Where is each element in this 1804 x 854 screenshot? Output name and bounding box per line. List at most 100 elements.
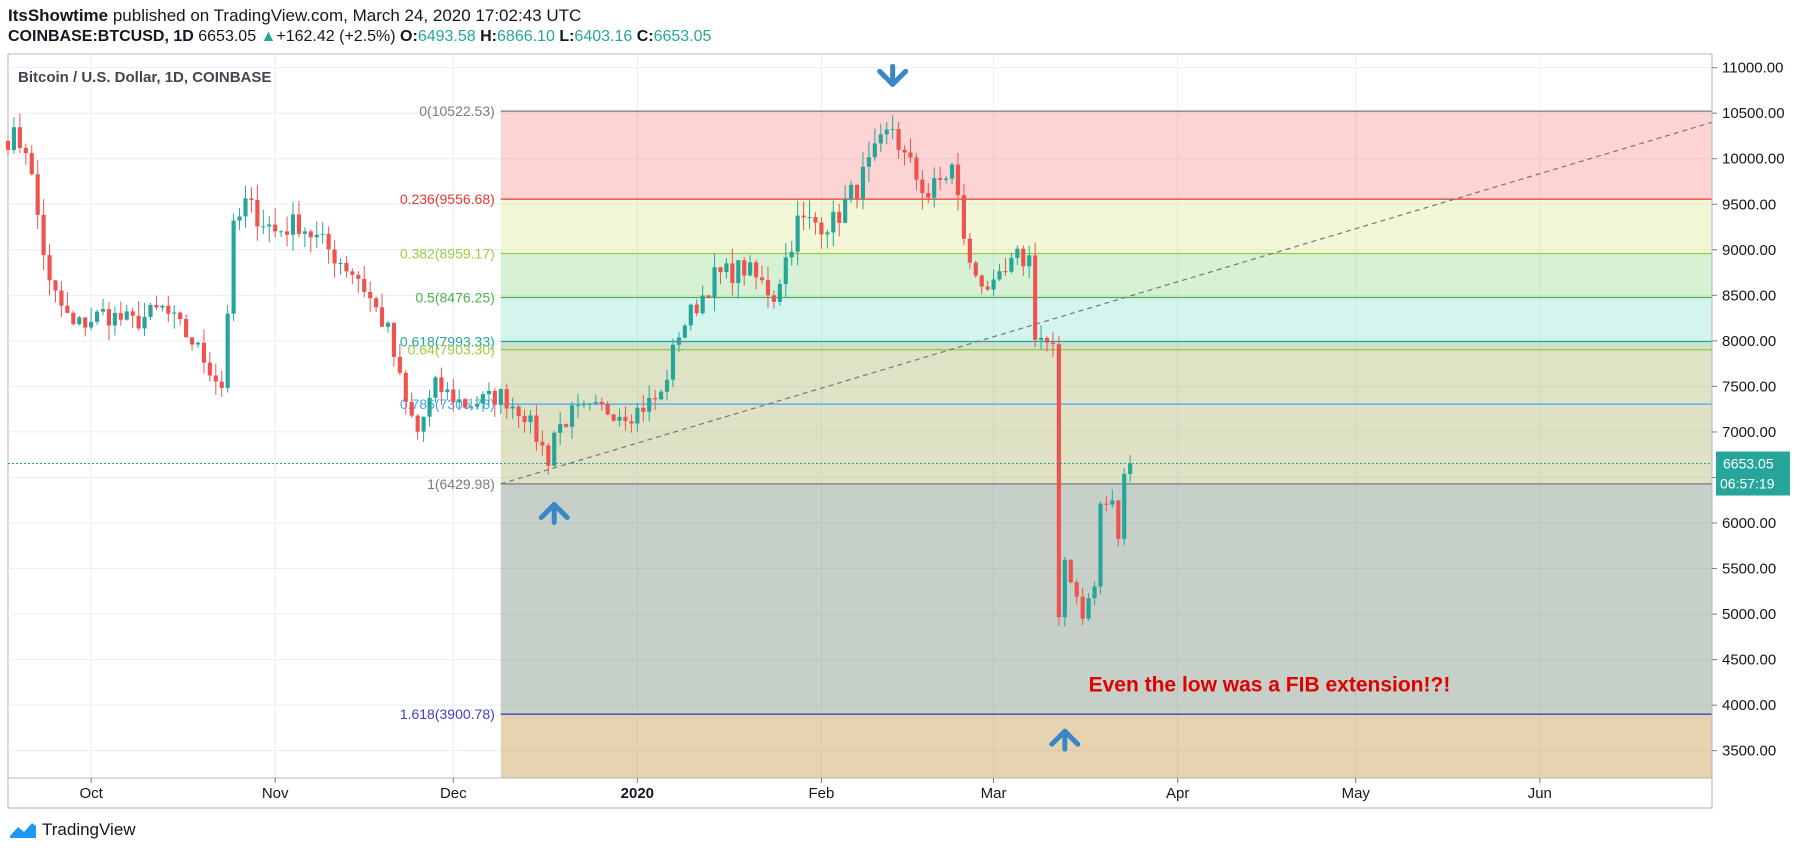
- candle: [189, 337, 195, 351]
- candle: [213, 363, 218, 395]
- candle: [1050, 331, 1056, 358]
- candle: [474, 396, 480, 410]
- candle: [219, 370, 224, 397]
- candle: [884, 122, 889, 145]
- trend-line[interactable]: [500, 121, 1713, 485]
- candle: [872, 128, 877, 161]
- candle: [1104, 496, 1109, 512]
- candle: [914, 152, 919, 191]
- candle: [961, 183, 966, 246]
- candle: [492, 387, 497, 417]
- fib-level-label: 0.382(8959.17): [400, 246, 495, 262]
- candle: [480, 391, 486, 413]
- candle: [831, 200, 836, 247]
- candle: [795, 200, 800, 266]
- candle: [1092, 581, 1097, 606]
- candle: [890, 115, 895, 140]
- candle: [290, 201, 296, 251]
- candle: [528, 409, 533, 434]
- candle: [938, 166, 943, 191]
- candle: [427, 389, 432, 427]
- candle: [59, 281, 64, 317]
- fib-zone: [500, 253, 1712, 298]
- y-tick-label: 9000.00: [1722, 242, 1776, 259]
- fib-retracement[interactable]: 0(10522.53) 0.236(9556.68) 0.382(8959.17) 0…: [400, 103, 1712, 778]
- time-axis[interactable]: Oct Nov Dec 2020 Feb Mar Apr May Jun: [79, 778, 1552, 802]
- candle: [510, 397, 515, 420]
- open-label: O:: [400, 28, 418, 45]
- candle: [267, 216, 272, 243]
- tradingview-logo[interactable]: TradingView: [8, 820, 136, 840]
- tradingview-cloud-icon: [10, 823, 36, 838]
- candle: [659, 389, 664, 401]
- candle: [350, 268, 355, 285]
- candle: [694, 299, 699, 317]
- fib-zone: [500, 297, 1712, 342]
- candle: [552, 430, 557, 468]
- candle: [273, 208, 278, 238]
- candle: [308, 229, 313, 253]
- candle: [391, 322, 397, 367]
- price-axis[interactable]: 11000.00 10500.00 10000.00 9500.00 9000.00 85…: [1712, 60, 1785, 760]
- candle: [1015, 245, 1020, 266]
- candle: [902, 145, 907, 166]
- candle: [136, 301, 141, 331]
- candle: [706, 294, 711, 298]
- candle: [1033, 242, 1038, 348]
- fib-level-label: 0.64(7903.30): [408, 342, 495, 358]
- chart-annotation: Even the low was a FIB extension!?!: [1089, 673, 1451, 696]
- fib-zone: [500, 349, 1712, 405]
- candle: [344, 256, 349, 278]
- high-value: 6866.10: [497, 28, 555, 45]
- candle: [724, 258, 729, 279]
- candle: [1039, 325, 1044, 350]
- candle: [469, 398, 474, 411]
- x-tick-label: Dec: [440, 785, 467, 802]
- candle: [338, 258, 343, 275]
- candle: [379, 293, 385, 327]
- candle: [973, 260, 978, 279]
- candle: [813, 212, 818, 235]
- candle: [1027, 245, 1032, 279]
- candle-series: [5, 113, 1133, 627]
- candle: [178, 311, 183, 326]
- open-value: 6493.58: [417, 28, 476, 45]
- y-tick-label: 4500.00: [1722, 652, 1776, 669]
- candle: [730, 248, 735, 296]
- x-tick-label: May: [1342, 785, 1371, 802]
- candle: [409, 392, 414, 418]
- candle: [261, 209, 266, 234]
- y-tick-label: 10000.00: [1722, 151, 1785, 168]
- candle: [837, 203, 842, 237]
- fib-level-label: 0.5(8476.25): [415, 289, 494, 305]
- candle: [320, 221, 325, 244]
- candle: [249, 187, 254, 213]
- author-name[interactable]: ItsShowtime: [8, 6, 109, 25]
- candle: [5, 140, 11, 156]
- x-tick-label: Oct: [79, 785, 103, 802]
- price-change: +162.42 (+2.5%): [276, 28, 396, 45]
- candle: [439, 367, 444, 406]
- fib-level-label: 1.618(3900.78): [400, 706, 495, 722]
- candle: [967, 232, 972, 270]
- candle: [1062, 556, 1067, 627]
- close-value: 6653.05: [653, 28, 712, 45]
- y-tick-label: 8500.00: [1722, 287, 1776, 304]
- symbol-label: COINBASE:BTCUSD, 1D: [8, 28, 194, 45]
- tradingview-brand: TradingView: [42, 820, 136, 839]
- candle: [991, 269, 996, 296]
- candle: [29, 145, 34, 176]
- candle: [142, 302, 147, 336]
- candle: [1056, 335, 1061, 626]
- candle: [421, 416, 426, 442]
- candle: [682, 323, 687, 339]
- candle: [17, 113, 22, 154]
- fib-zone: [500, 341, 1712, 350]
- candle: [35, 160, 40, 229]
- candle: [581, 400, 586, 408]
- candle: [712, 253, 717, 312]
- candle: [201, 329, 207, 374]
- candle: [1044, 336, 1050, 352]
- fib-zone: [500, 483, 1712, 715]
